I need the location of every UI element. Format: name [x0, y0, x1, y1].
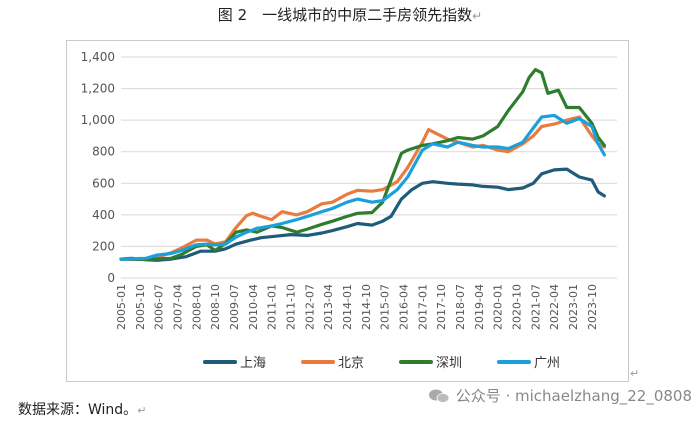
x-tick-label: 2005-10 [134, 284, 147, 330]
y-tick-label: 0 [107, 271, 115, 285]
wechat-icon [428, 389, 450, 403]
source-text: 数据来源：Wind。 [18, 402, 138, 418]
x-tick-label: 2020-10 [511, 284, 524, 330]
x-tick-label: 2023-10 [586, 284, 599, 330]
data-source-note: 数据来源：Wind。↵ [18, 399, 146, 419]
line-chart: 0 200 400 600 800 1,000 1,200 1,400 2005-01 2005-… [81, 50, 617, 371]
watermark: 公众号 · michaelzhang_22_0808 [428, 385, 692, 406]
x-tick-label: 2008-10 [209, 284, 222, 330]
x-tick-label: 2017-10 [435, 284, 448, 330]
x-tick-label: 2022-04 [548, 284, 561, 330]
x-tick-label: 2006-07 [153, 284, 166, 330]
watermark-text: 公众号 · michaelzhang_22_0808 [455, 387, 692, 405]
legend-label-广州: 广州 [534, 356, 560, 371]
y-tick-label: 1,000 [81, 113, 115, 127]
y-tick-label: 200 [92, 239, 115, 253]
y-tick-label: 600 [92, 176, 115, 190]
x-tick-label: 2014-10 [360, 284, 373, 330]
chart-frame: 0 200 400 600 800 1,000 1,200 1,400 2005-01 2005-… [66, 40, 629, 382]
y-tick-label: 1,200 [81, 82, 115, 96]
series-line-上海 [119, 167, 607, 262]
legend-label-深圳: 深圳 [436, 356, 462, 371]
x-tick-label: 2015-07 [379, 284, 392, 330]
y-tick-label: 400 [92, 208, 115, 222]
x-tick-label: 2017-01 [416, 284, 429, 330]
x-tick-label: 2012-07 [303, 284, 316, 330]
x-tick-label: 2020-01 [492, 284, 505, 330]
series-line-深圳 [119, 68, 607, 261]
y-tick-label: 1,400 [81, 50, 115, 64]
x-tick-label: 2013-04 [322, 284, 335, 330]
x-tick-label: 2014-01 [341, 284, 354, 330]
chart-title: 图 2 一线城市的中原二手房领先指数↵ [0, 4, 700, 25]
source-paragraph-mark: ↵ [137, 404, 147, 417]
series-line-广州 [119, 113, 607, 261]
title-text: 图 2 一线城市的中原二手房领先指数 [217, 6, 473, 24]
x-tick-label: 2019-04 [473, 284, 486, 330]
x-tick-label: 2010-04 [247, 284, 260, 330]
x-tick-label: 2011-10 [285, 284, 298, 330]
legend-label-北京: 北京 [338, 356, 364, 371]
legend-label-上海: 上海 [240, 356, 266, 371]
x-tick-label: 2011-01 [266, 284, 279, 330]
frame-paragraph-mark: ↵ [630, 367, 640, 380]
title-paragraph-mark: ↵ [472, 9, 483, 23]
x-tick-label: 2007-04 [172, 284, 185, 330]
x-tick-label: 2009-07 [228, 284, 241, 330]
series-line-北京 [119, 115, 607, 261]
x-tick-label: 2016-04 [398, 284, 411, 330]
y-tick-label: 800 [92, 145, 115, 159]
x-tick-label: 2005-01 [115, 284, 128, 330]
x-tick-label: 2018-07 [454, 284, 467, 330]
x-tick-label: 2023-01 [567, 284, 580, 330]
x-tick-label: 2008-01 [190, 284, 203, 330]
x-tick-label: 2021-07 [529, 284, 542, 330]
